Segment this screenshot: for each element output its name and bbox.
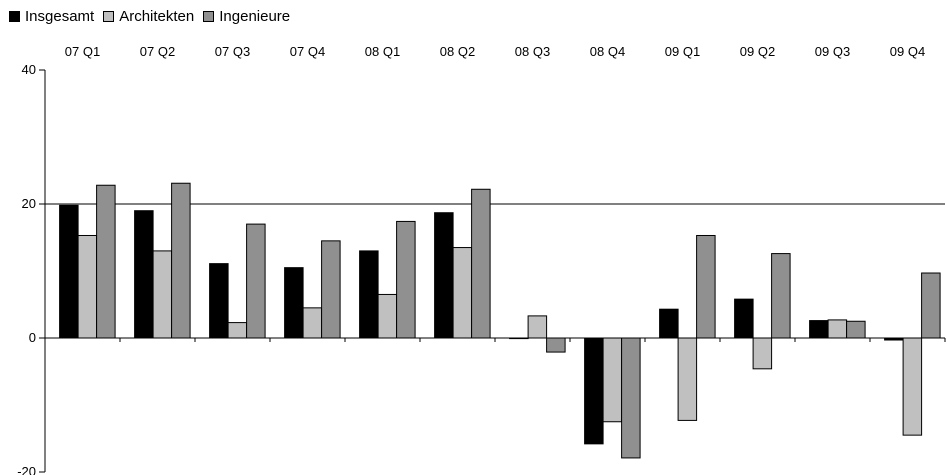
bar-ingenieure-09-q2 [771,253,791,339]
bar-architekten-09-q2 [752,337,773,370]
category-label-09-q4: 09 Q4 [890,44,925,59]
legend-label-insgesamt: Insgesamt [25,7,95,25]
axis-labels: 40 20 0 -20 07 Q1 07 Q2 07 Q3 07 Q4 08 Q1 08 Q2 08… [17,44,925,475]
bar-ingenieure-08-q3 [546,337,566,353]
legend-label-architekten: Architekten [119,7,195,25]
legend-item-architekten: Architekten [103,8,194,25]
y-tick-label: 0 [29,330,36,345]
bar-ingenieure-08-q4 [621,337,641,459]
axes [39,69,946,473]
category-label-08-q2: 08 Q2 [440,44,475,59]
legend-label-ingenieure: Ingenieure [219,7,291,25]
bar-architekten-07-q2 [152,250,173,339]
bar-ingenieure-08-q2 [471,188,491,339]
bars [59,182,941,459]
bar-insgesamt-07-q1 [59,204,79,339]
legend-swatch-ingenieure [203,10,215,22]
bar-insgesamt-09-q1 [659,308,679,339]
category-label-09-q3: 09 Q3 [815,44,850,59]
bar-ingenieure-08-q1 [396,220,416,339]
bar-architekten-07-q4 [302,307,323,339]
bar-architekten-07-q3 [227,322,248,339]
bar-insgesamt-07-q2 [134,210,154,339]
bar-ingenieure-07-q3 [246,223,266,339]
legend-item-ingenieure: Ingenieure [203,8,290,25]
legend-item-insgesamt: Insgesamt [9,8,94,25]
category-label-08-q3: 08 Q3 [515,44,550,59]
category-label-08-q4: 08 Q4 [590,44,625,59]
bar-architekten-09-q1 [677,337,698,421]
category-label-09-q2: 09 Q2 [740,44,775,59]
bar-ingenieure-07-q1 [96,184,116,339]
bar-insgesamt-08-q4 [584,337,604,445]
bar-architekten-07-q1 [77,234,98,339]
bar-insgesamt-08-q1 [359,250,379,339]
bar-insgesamt-07-q4 [284,267,304,339]
category-label-07-q4: 07 Q4 [290,44,325,59]
bar-ingenieure-07-q2 [171,182,191,339]
bar-architekten-08-q2 [452,247,473,339]
legend-swatch-insgesamt [9,10,20,22]
category-label-07-q1: 07 Q1 [65,44,100,59]
bar-insgesamt-09-q3 [809,320,829,339]
bar-architekten-08-q4 [602,337,623,423]
category-label-07-q2: 07 Q2 [140,44,175,59]
bar-insgesamt-09-q2 [734,298,754,339]
bar-architekten-09-q3 [827,319,848,339]
bar-ingenieure-09-q1 [696,234,716,339]
chart-legend: Insgesamt Architekten Ingenieure [9,6,299,26]
bar-architekten-09-q4 [902,337,923,436]
bar-insgesamt-07-q3 [209,263,229,339]
bar-ingenieure-09-q3 [846,320,866,339]
y-tick-label: -20 [17,464,36,475]
y-tick-label: 20 [22,196,36,211]
bar-insgesamt-08-q2 [434,212,454,339]
category-label-08-q1: 08 Q1 [365,44,400,59]
legend-swatch-architekten [103,10,115,22]
bar-architekten-08-q3 [527,315,548,339]
category-label-07-q3: 07 Q3 [215,44,250,59]
category-label-09-q1: 09 Q1 [665,44,700,59]
bar-architekten-08-q1 [377,293,398,339]
bar-ingenieure-09-q4 [921,272,941,339]
y-tick-label: 40 [22,62,36,77]
bar-ingenieure-07-q4 [321,240,341,339]
